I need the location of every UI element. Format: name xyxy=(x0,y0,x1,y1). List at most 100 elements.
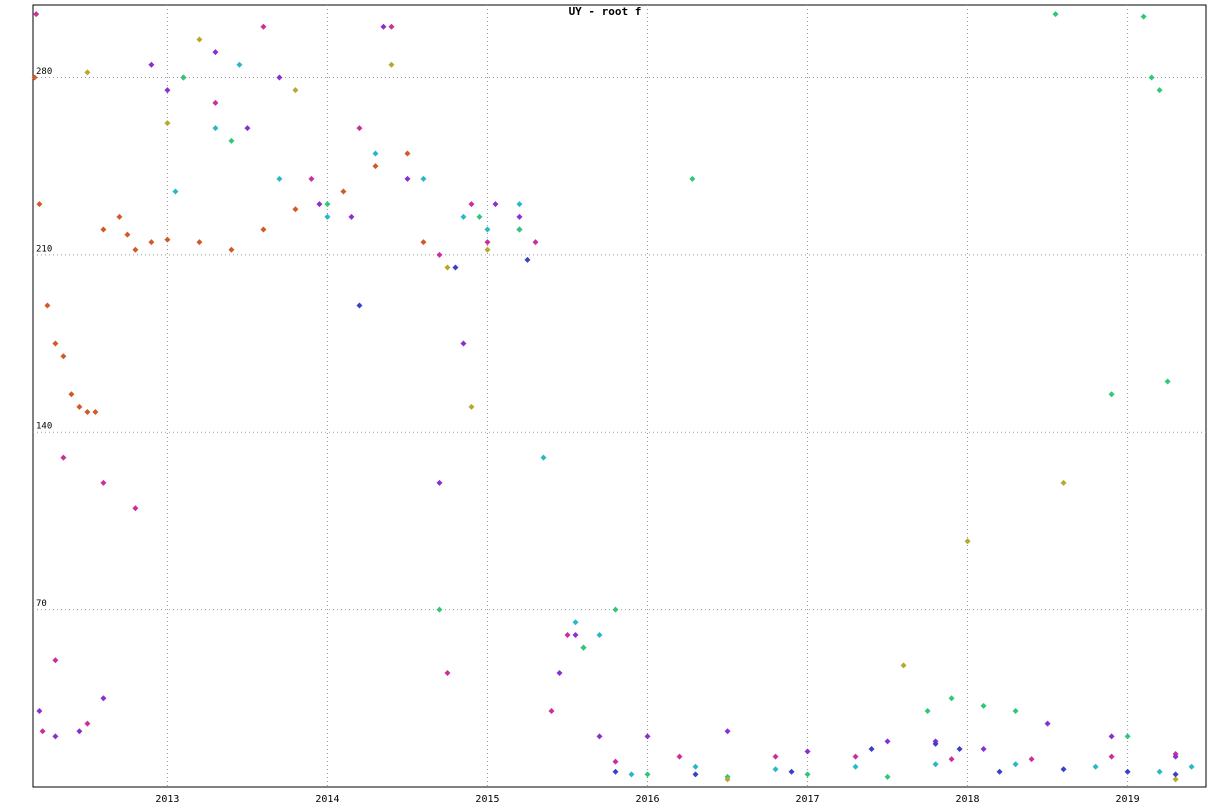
point xyxy=(260,23,267,30)
point xyxy=(476,213,483,220)
x-tick-label: 2018 xyxy=(956,794,980,805)
point xyxy=(148,61,155,68)
point xyxy=(564,631,571,638)
point xyxy=(956,745,963,752)
point xyxy=(1108,391,1115,398)
point xyxy=(212,99,219,106)
point xyxy=(580,644,587,651)
point xyxy=(420,175,427,182)
point xyxy=(516,226,523,233)
point xyxy=(380,23,387,30)
point xyxy=(276,74,283,81)
point xyxy=(324,213,331,220)
point xyxy=(100,695,107,702)
point xyxy=(164,236,171,243)
point xyxy=(1012,707,1019,714)
point xyxy=(964,538,971,545)
point xyxy=(44,302,51,309)
plot-frame xyxy=(32,4,1207,788)
point xyxy=(444,669,451,676)
point xyxy=(516,201,523,208)
point xyxy=(228,246,235,253)
point xyxy=(676,753,683,760)
point xyxy=(228,137,235,144)
point xyxy=(1188,763,1195,770)
point xyxy=(1156,87,1163,94)
x-tick-label: 2013 xyxy=(155,794,179,805)
y-tick-label: 70 xyxy=(36,599,47,609)
point xyxy=(516,213,523,220)
point xyxy=(492,201,499,208)
point xyxy=(596,733,603,740)
point xyxy=(788,768,795,775)
point xyxy=(484,246,491,253)
x-tick-label: 2015 xyxy=(475,794,499,805)
x-tick-label: 2019 xyxy=(1116,794,1140,805)
point xyxy=(100,226,107,233)
point xyxy=(260,226,267,233)
point xyxy=(612,768,619,775)
point xyxy=(1148,74,1155,81)
point xyxy=(628,771,635,778)
x-tick-label: 2014 xyxy=(315,794,339,805)
point xyxy=(372,150,379,157)
point xyxy=(1124,733,1131,740)
point xyxy=(1012,761,1019,768)
point xyxy=(612,758,619,765)
point xyxy=(1028,756,1035,763)
point xyxy=(804,748,811,755)
point xyxy=(148,239,155,246)
point xyxy=(692,771,699,778)
point xyxy=(1164,378,1171,385)
point xyxy=(460,213,467,220)
point xyxy=(388,61,395,68)
point xyxy=(996,768,1003,775)
point xyxy=(556,669,563,676)
y-tick-label: 140 xyxy=(36,422,52,432)
point xyxy=(980,745,987,752)
point xyxy=(1092,763,1099,770)
point xyxy=(124,231,131,238)
point xyxy=(948,695,955,702)
point xyxy=(644,771,651,778)
point xyxy=(444,264,451,271)
point xyxy=(900,662,907,669)
point xyxy=(468,201,475,208)
point xyxy=(356,125,363,132)
point xyxy=(340,188,347,195)
point xyxy=(39,728,46,735)
point xyxy=(404,150,411,157)
point xyxy=(460,340,467,347)
point xyxy=(348,213,355,220)
point xyxy=(1124,768,1131,775)
point xyxy=(36,707,43,714)
point xyxy=(468,403,475,410)
point xyxy=(196,239,203,246)
point xyxy=(1060,766,1067,773)
point xyxy=(84,69,91,76)
point xyxy=(1044,720,1051,727)
point xyxy=(164,87,171,94)
point xyxy=(212,125,219,132)
point xyxy=(596,631,603,638)
point xyxy=(36,201,43,208)
point xyxy=(540,454,547,461)
y-tick-label: 210 xyxy=(36,244,52,254)
point xyxy=(276,175,283,182)
point xyxy=(100,479,107,486)
point xyxy=(932,761,939,768)
point xyxy=(372,163,379,170)
point xyxy=(116,213,123,220)
point xyxy=(1052,11,1059,18)
point xyxy=(52,340,59,347)
point xyxy=(33,11,40,18)
point xyxy=(164,120,171,127)
point xyxy=(452,264,459,271)
point xyxy=(92,408,99,415)
point xyxy=(180,74,187,81)
point xyxy=(1108,733,1115,740)
point xyxy=(572,619,579,626)
point xyxy=(948,756,955,763)
point xyxy=(436,251,443,258)
